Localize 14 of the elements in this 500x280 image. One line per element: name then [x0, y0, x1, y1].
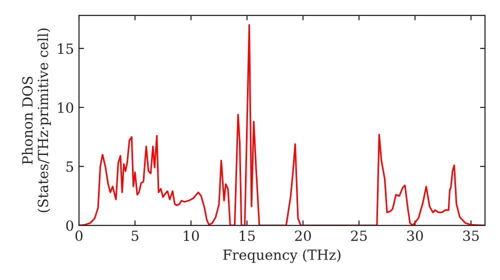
x-tick-label: 30: [407, 230, 423, 242]
x-tick-label: 20: [295, 230, 311, 242]
y-tick-label: 0: [66, 220, 74, 231]
x-tick-label: 0: [75, 230, 82, 242]
x-tick-label: 25: [351, 230, 367, 242]
x-tick-label: 5: [132, 230, 138, 242]
x-axis-title: Frequency (THz): [223, 249, 340, 263]
x-tick-label: 10: [184, 230, 199, 242]
x-tick-label: 35: [463, 230, 479, 242]
y-tick-label: 5: [66, 162, 74, 172]
y-tick-label: 15: [58, 43, 74, 54]
x-tick-label: 15: [240, 230, 255, 242]
y-tick-label: 10: [58, 102, 74, 113]
y-axis-title: Phonon DOS (States/THz·primitive cell): [22, 28, 51, 212]
